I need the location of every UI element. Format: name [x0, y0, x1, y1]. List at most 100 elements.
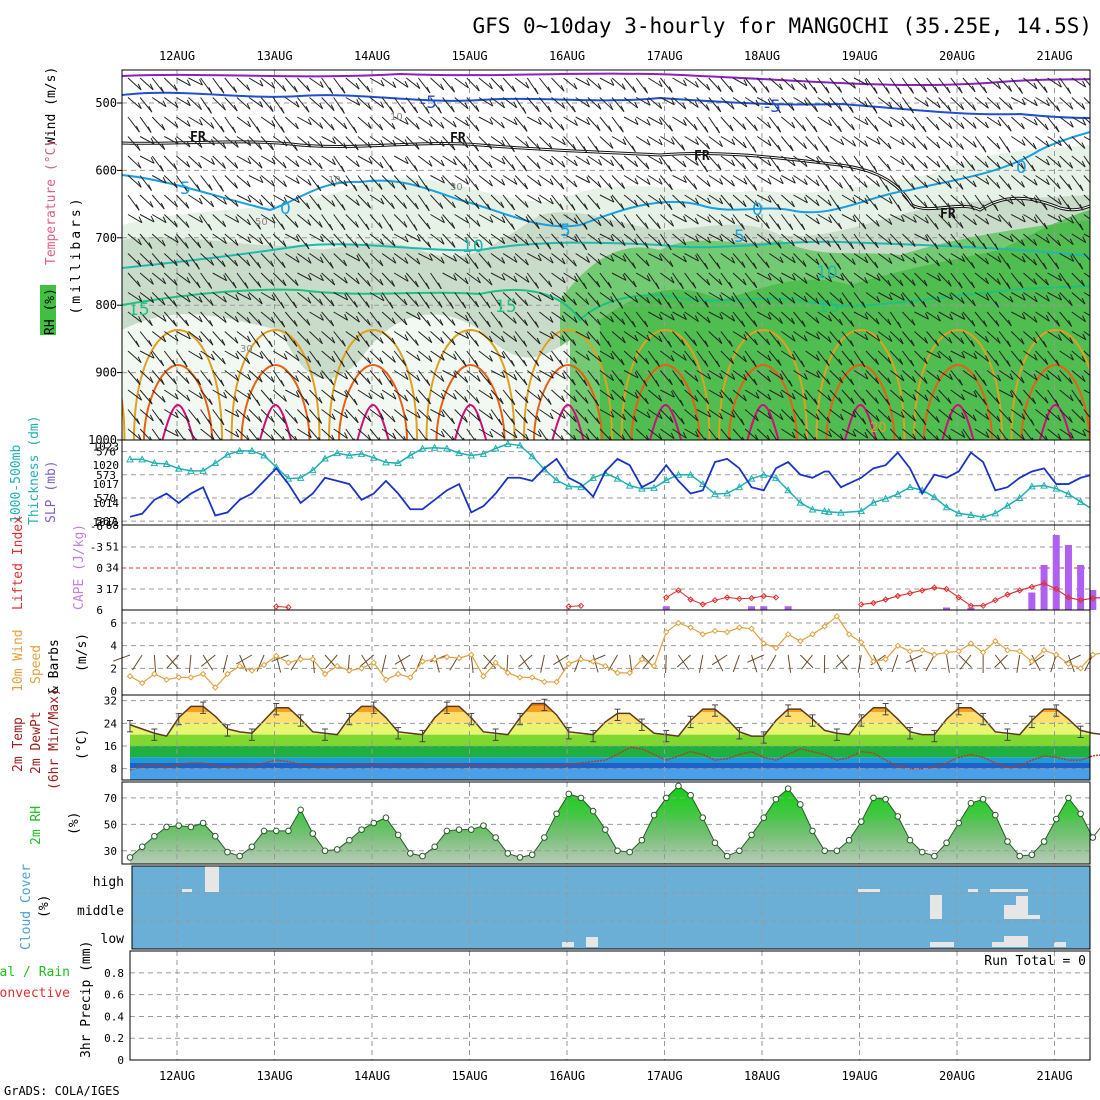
lifted-index-point	[699, 601, 707, 608]
wind10-panel: 6 4 2 0 10m Wind Speed & Barbs (m/s)	[11, 609, 1100, 698]
bottom-date-label: 20AUG	[939, 1069, 975, 1083]
lifted-index-point	[663, 594, 670, 601]
temp-contour-25	[143, 363, 1090, 440]
slp-tick: 1023	[93, 440, 120, 453]
wind-point	[443, 653, 451, 661]
wind10-units: (m/s)	[75, 633, 90, 672]
rh2m-point	[358, 826, 365, 833]
rh2m-point	[992, 811, 999, 819]
thickness-point	[382, 458, 390, 466]
wind-point	[638, 656, 646, 663]
thickness-point	[138, 455, 147, 463]
precip-tick: 0.6	[104, 989, 124, 1002]
thickness-point	[1028, 482, 1036, 490]
thickness-point	[394, 459, 402, 467]
wind-tick: 2	[110, 662, 117, 675]
top-date-label: 19AUG	[841, 49, 877, 63]
wind-point	[918, 646, 926, 654]
thickness-point	[284, 474, 293, 482]
rh2m-point	[272, 827, 280, 835]
rh2m-point	[309, 830, 317, 837]
pressure-axis-label: (millibars)	[69, 195, 84, 314]
temp-contour-m10	[122, 72, 1090, 87]
lifted-index-point	[894, 592, 902, 600]
temp-tick: 32	[104, 695, 117, 708]
pressure-tick: 800	[95, 298, 117, 312]
cape-bar	[662, 606, 670, 610]
rh2m-point	[553, 810, 560, 818]
wind-point	[1077, 665, 1084, 672]
rh2m-point	[1077, 810, 1084, 818]
precip-label-convective: Convective	[0, 986, 70, 1001]
thickness-point	[150, 459, 159, 467]
cloud-level-middle: middle	[77, 904, 124, 919]
thickness-point	[1088, 510, 1090, 513]
rh2m-point	[187, 823, 195, 831]
precip-tick: 0.2	[104, 1032, 124, 1045]
wind-point	[577, 656, 585, 663]
rh2m-point	[748, 831, 755, 839]
rh2m-point	[163, 823, 170, 831]
thickness-point	[638, 484, 646, 492]
slp-line	[129, 451, 1090, 518]
rh2m-point	[455, 826, 463, 833]
wind-point	[273, 652, 280, 660]
thickness-point	[260, 451, 268, 459]
temp-band	[130, 757, 1090, 763]
label-c0a: 0	[280, 199, 291, 219]
thickness-point	[308, 466, 317, 474]
thickness-point	[711, 490, 719, 498]
precip-label-total: Total / Rain	[0, 965, 70, 980]
rh2m-point	[443, 827, 451, 835]
thickness-point	[1003, 501, 1012, 509]
lifted-index-markers	[273, 580, 1100, 611]
rh2m-point	[199, 819, 207, 827]
thickness-point	[455, 449, 463, 457]
thickness-point	[869, 498, 878, 506]
thickness-point	[467, 451, 476, 459]
lifted-index-point	[711, 596, 719, 604]
thickness-point	[248, 446, 256, 454]
bottom-date-label: 13AUG	[256, 1069, 292, 1083]
rh2m-tick: 30	[104, 845, 117, 858]
rh2m-tick: 50	[104, 818, 117, 831]
legend-wind: Wind (m/s)	[44, 67, 59, 145]
rh2m-point	[638, 836, 646, 844]
thickness-point	[357, 449, 366, 457]
wind-tick: 0	[110, 685, 117, 698]
temp-band	[130, 763, 1090, 769]
wind-point	[468, 651, 475, 658]
wind-point	[382, 676, 390, 683]
wind-point	[894, 642, 902, 649]
label-rh10b: 10	[328, 175, 341, 186]
lifted-index-point	[979, 602, 987, 610]
temp-contour-30	[161, 403, 1073, 440]
thickness-point	[881, 494, 890, 502]
thickness-point	[674, 470, 683, 478]
dewpoint-line	[129, 746, 1100, 771]
slp-tick: 1020	[93, 459, 120, 472]
wind-point	[138, 679, 146, 687]
temp-contour-fr-inner	[122, 141, 1090, 211]
rh2m-point	[784, 785, 792, 792]
thickness-point	[772, 473, 780, 481]
pressure-axis: 500 600 700 800 900 1000	[88, 96, 122, 447]
rh2m-point	[809, 827, 816, 835]
thickness-point	[162, 459, 171, 467]
wind-point	[955, 648, 962, 655]
label-c15a: 15	[128, 300, 150, 320]
label-rh50: 50	[255, 217, 268, 228]
bottom-date-label: 16AUG	[549, 1069, 585, 1083]
rh2m-point	[760, 814, 768, 822]
wind-point	[407, 674, 414, 681]
lifted-index-point	[748, 594, 755, 602]
rh2m-area	[130, 785, 1090, 864]
cloud-background	[132, 866, 1090, 949]
rh2m-point	[979, 795, 987, 803]
wind-point	[565, 660, 572, 668]
thickness-tick: 576	[96, 446, 116, 459]
wind-point	[797, 637, 804, 645]
label-m5a: -5	[420, 93, 437, 113]
cloud-units: (%)	[37, 895, 52, 918]
thickness-point	[808, 505, 817, 513]
